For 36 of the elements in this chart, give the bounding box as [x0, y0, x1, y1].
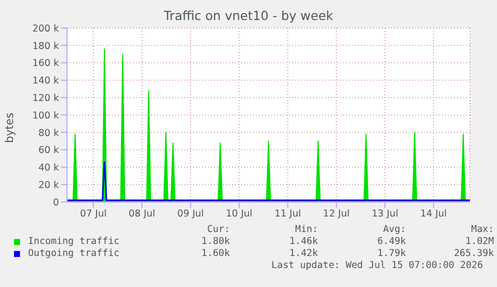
- text: Last update: Wed Jul 15 07:00:00 2026: [270, 260, 484, 271]
- text: Min:: [294, 224, 318, 235]
- x-tick-label: 14 Jul: [420, 208, 447, 220]
- text: Cur:: [206, 224, 230, 235]
- y-tick-label: 0: [52, 197, 59, 208]
- y-tick-label: 200 k: [32, 23, 60, 34]
- x-tick-label: 11 Jul: [274, 208, 302, 220]
- text: 1.60k: [200, 248, 230, 259]
- text: 1.42k: [288, 248, 318, 259]
- text: 265.39k: [452, 248, 494, 259]
- chart-title: Traffic on vnet10 - by week: [162, 8, 334, 23]
- x-tick-label: 07 Jul: [80, 208, 107, 220]
- legend-label: Outgoing traffic: [28, 248, 120, 259]
- text: 1.02M: [464, 236, 494, 247]
- y-tick-label: 40 k: [38, 162, 60, 174]
- y-tick-label: 120 k: [32, 92, 60, 104]
- text: Max:: [470, 224, 494, 235]
- y-tick-label: 160 k: [32, 58, 60, 70]
- x-tick-label: 09 Jul: [177, 208, 204, 220]
- text: 1.46k: [288, 236, 318, 247]
- text: 1.80k: [200, 236, 230, 247]
- y-tick-label: 80 k: [38, 128, 60, 139]
- legend-label: Incoming traffic: [28, 236, 120, 247]
- x-tick-label: 12 Jul: [323, 208, 350, 220]
- y-tick-label: 180 k: [32, 40, 60, 52]
- y-tick-label: 20 k: [38, 180, 60, 191]
- x-tick-label: 13 Jul: [372, 208, 398, 220]
- y-tick-label: 60 k: [38, 145, 60, 156]
- x-tick-label: 10 Jul: [226, 208, 252, 220]
- x-tick-label: 08 Jul: [128, 208, 156, 220]
- text: 1.79k: [376, 248, 406, 259]
- y-tick-label: 100 k: [32, 110, 60, 122]
- y-axis-title: bytes: [3, 112, 16, 143]
- y-tick-label: 140 k: [32, 76, 60, 87]
- text: 6.49k: [376, 236, 406, 247]
- text: Avg:: [382, 224, 406, 235]
